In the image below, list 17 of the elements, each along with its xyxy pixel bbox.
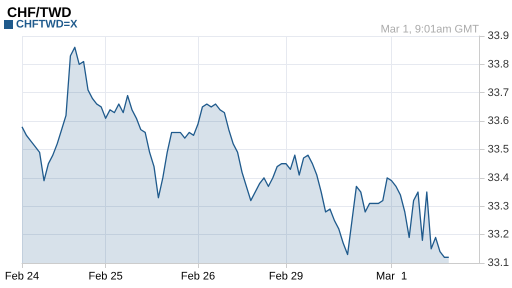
x-tick-label: Feb 26	[180, 270, 216, 282]
legend-label: CHFTWD=X	[16, 18, 78, 30]
y-tick-label: 33.4	[488, 172, 510, 184]
y-tick-label: 33.7	[488, 86, 510, 99]
x-tick-label: Feb 25	[88, 270, 123, 282]
chart-subtitle: Mar 1, 9:01am GMT	[380, 24, 480, 36]
x-tick-label: Feb 24	[4, 270, 40, 282]
y-tick-label: 33.1	[488, 257, 510, 269]
y-tick-label: 33.3	[488, 200, 510, 212]
y-tick-label: 33.5	[488, 144, 510, 156]
y-tick-label: 33.2	[488, 228, 510, 241]
y-tick-label: 33.8	[488, 58, 510, 70]
chart-title: CHF/TWD	[7, 4, 72, 20]
x-tick-label: Mar 1	[376, 270, 408, 282]
y-tick-label: 33.9	[488, 30, 510, 42]
y-tick-label: 33.6	[488, 115, 510, 128]
x-tick-label: Feb 29	[268, 270, 304, 282]
